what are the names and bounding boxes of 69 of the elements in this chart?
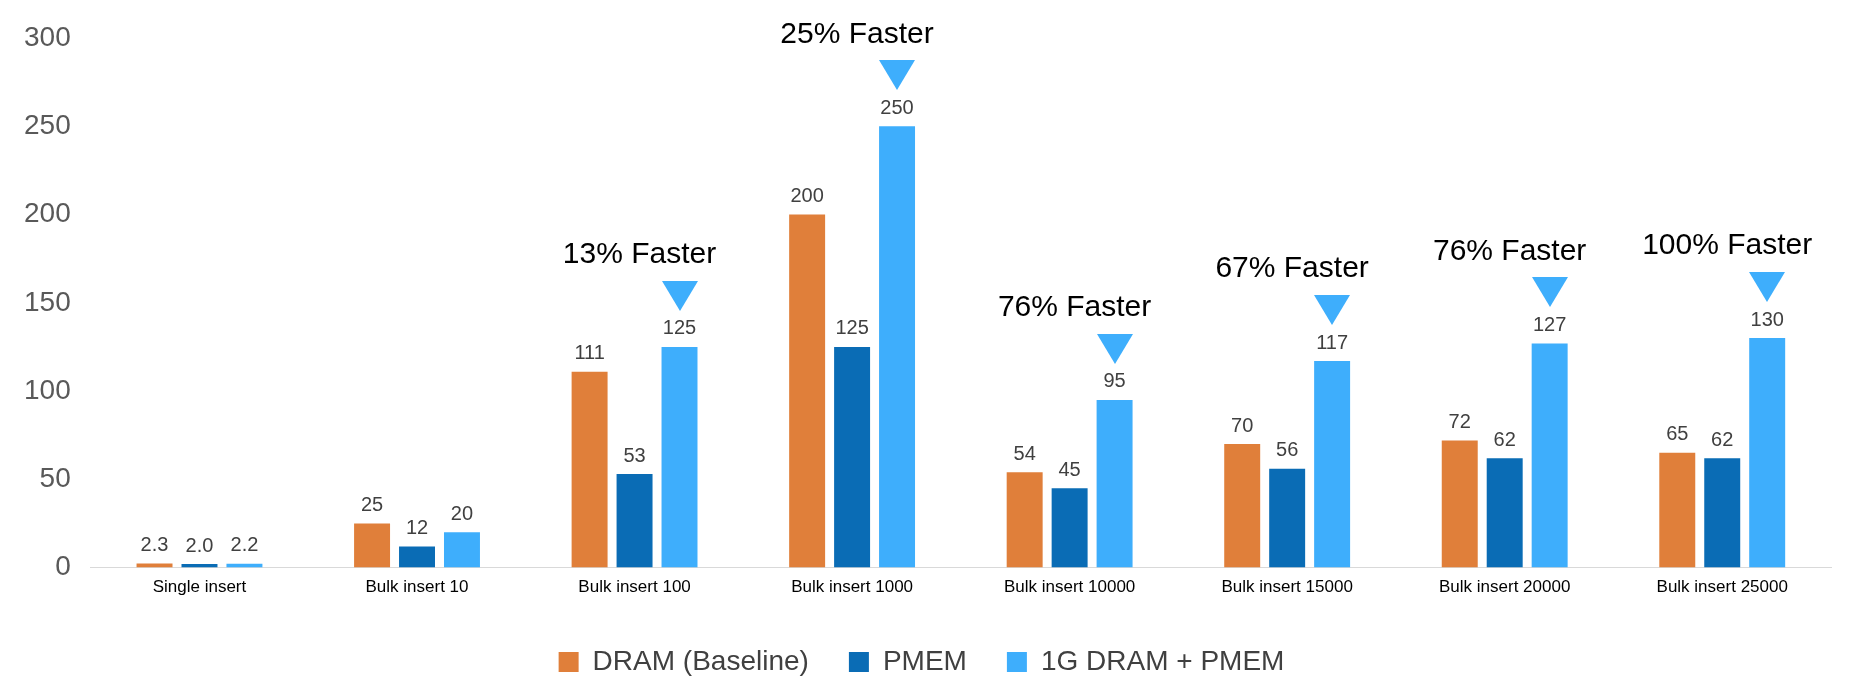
x-tick-label: Bulk insert 25000 <box>1656 577 1788 597</box>
bar <box>616 474 653 568</box>
data-label: 95 <box>1103 369 1126 392</box>
bar <box>354 523 391 568</box>
y-tick-label: 150 <box>24 285 71 317</box>
y-tick-label: 300 <box>24 20 71 52</box>
bar <box>1096 399 1133 568</box>
data-label: 127 <box>1532 312 1567 335</box>
bar <box>1006 472 1043 568</box>
data-label: 65 <box>1666 422 1689 445</box>
bar <box>1269 468 1306 568</box>
bar <box>1314 361 1351 568</box>
y-tick-label: 250 <box>24 108 71 140</box>
data-label: 250 <box>880 95 914 118</box>
data-label: 2.3 <box>140 533 169 556</box>
bar <box>1441 440 1478 568</box>
bar <box>443 532 480 568</box>
data-label: 25 <box>360 492 384 515</box>
data-label: 130 <box>1750 307 1784 330</box>
annotation: 76% Faster <box>997 289 1152 323</box>
legend-label: PMEM <box>882 644 967 676</box>
data-label: 62 <box>1493 427 1516 450</box>
x-tick-label: Bulk insert 1000 <box>791 577 914 597</box>
data-label: 62 <box>1711 427 1734 450</box>
bar <box>1749 338 1786 568</box>
bar <box>1051 488 1088 568</box>
y-tick-label: 100 <box>24 373 71 405</box>
y-tick-label: 0 <box>55 550 71 582</box>
bar <box>1224 444 1261 568</box>
bar <box>1486 458 1523 568</box>
data-label: 54 <box>1013 441 1036 464</box>
annotation: 67% Faster <box>1215 250 1369 284</box>
annotation: 25% Faster <box>780 15 934 49</box>
data-label: 125 <box>835 316 869 339</box>
data-label: 20 <box>450 501 474 524</box>
bar <box>834 346 871 568</box>
data-label: 2.2 <box>230 533 259 556</box>
bar <box>1531 343 1568 568</box>
data-label: 70 <box>1231 413 1254 436</box>
data-label: 45 <box>1058 457 1081 480</box>
data-label: 56 <box>1276 438 1299 461</box>
bar <box>1704 458 1741 568</box>
data-label: 53 <box>623 443 646 466</box>
annotation: 13% Faster <box>562 236 717 270</box>
data-label: 12 <box>405 515 429 538</box>
legend-label: 1G DRAM + PMEM <box>1040 644 1285 676</box>
data-label: 200 <box>790 184 824 207</box>
data-label: 125 <box>662 316 697 339</box>
data-label: 2.0 <box>185 533 214 556</box>
x-tick-label: Bulk insert 100 <box>578 577 691 597</box>
annotation: 76% Faster <box>1432 232 1587 266</box>
data-label: 117 <box>1316 330 1349 353</box>
x-tick-label: Single insert <box>152 577 247 597</box>
y-tick-label: 50 <box>39 462 71 494</box>
bar <box>399 546 435 568</box>
annotation: 100% Faster <box>1642 227 1813 261</box>
x-tick-label: Bulk insert 10 <box>365 577 469 597</box>
y-tick-label: 200 <box>24 197 71 229</box>
bar <box>789 214 826 568</box>
data-label: 111 <box>574 341 605 364</box>
bar <box>1659 452 1696 568</box>
legend-label: DRAM (Baseline) <box>592 644 809 676</box>
bar <box>571 371 608 568</box>
x-tick-label: Bulk insert 20000 <box>1439 577 1571 597</box>
bar <box>879 126 916 568</box>
x-tick-label: Bulk insert 10000 <box>1003 577 1136 597</box>
bar <box>661 346 698 568</box>
data-label: 72 <box>1448 410 1471 433</box>
x-tick-label: Bulk insert 15000 <box>1221 577 1353 597</box>
